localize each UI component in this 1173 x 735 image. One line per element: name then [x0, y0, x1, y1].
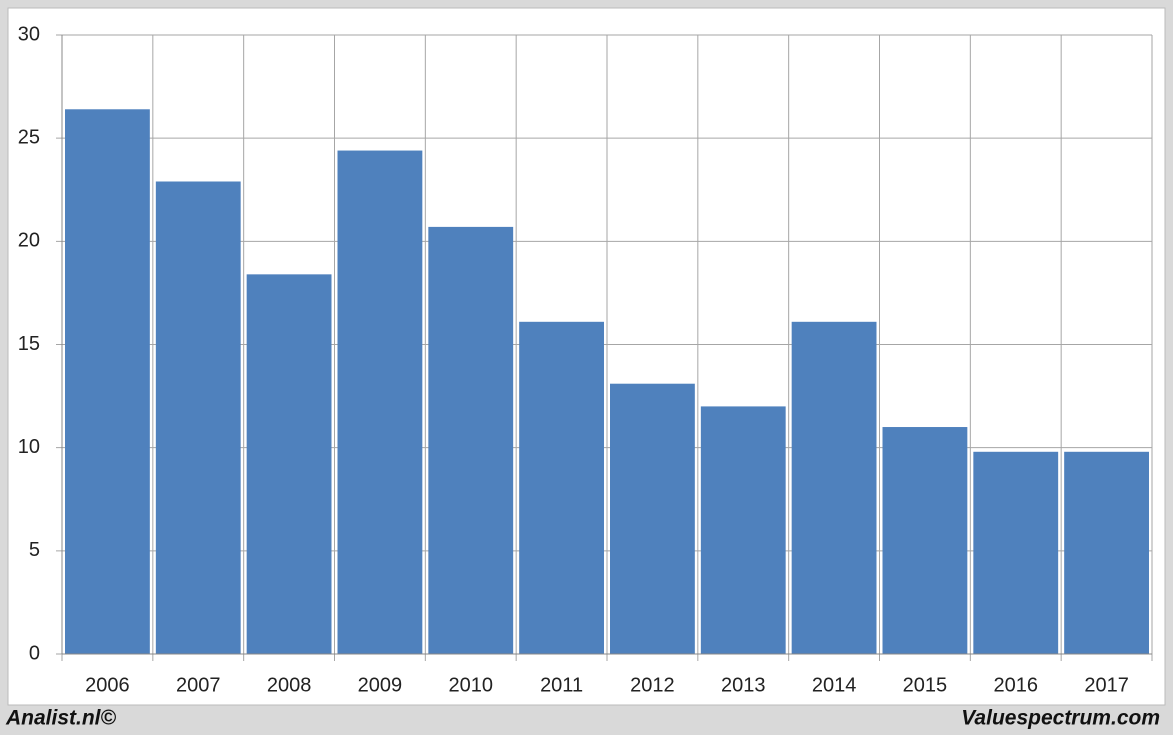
x-tick-label: 2007 — [176, 674, 221, 696]
bar — [65, 109, 150, 654]
footer-left: Analist.nl© — [5, 707, 117, 730]
bar — [610, 383, 695, 654]
bar — [246, 274, 332, 654]
x-tick-label: 2016 — [994, 674, 1039, 696]
y-tick-label: 0 — [29, 642, 40, 664]
x-tick-label: 2015 — [903, 674, 948, 696]
y-tick-label: 20 — [18, 230, 40, 252]
x-tick-label: 2006 — [85, 674, 130, 696]
y-tick-label: 30 — [18, 23, 40, 45]
bar — [428, 226, 514, 654]
y-tick-label: 15 — [18, 333, 40, 355]
x-tick-label: 2012 — [630, 674, 675, 696]
bar — [700, 406, 786, 654]
y-tick-label: 25 — [18, 126, 40, 148]
bar — [973, 451, 1059, 654]
bar — [791, 321, 877, 654]
x-tick-label: 2009 — [358, 674, 403, 696]
bar — [155, 181, 241, 654]
bar — [519, 321, 604, 654]
y-tick-label: 5 — [29, 539, 40, 561]
x-tick-label: 2013 — [721, 674, 766, 696]
bar — [882, 427, 968, 654]
footer-right: Valuespectrum.com — [961, 707, 1160, 730]
bar — [337, 150, 423, 654]
bar — [1064, 451, 1149, 654]
x-tick-label: 2017 — [1084, 674, 1129, 696]
x-tick-label: 2011 — [540, 674, 583, 696]
y-tick-label: 10 — [18, 436, 40, 458]
x-tick-label: 2008 — [267, 674, 312, 696]
x-tick-label: 2010 — [449, 674, 494, 696]
x-tick-label: 2014 — [812, 674, 857, 696]
